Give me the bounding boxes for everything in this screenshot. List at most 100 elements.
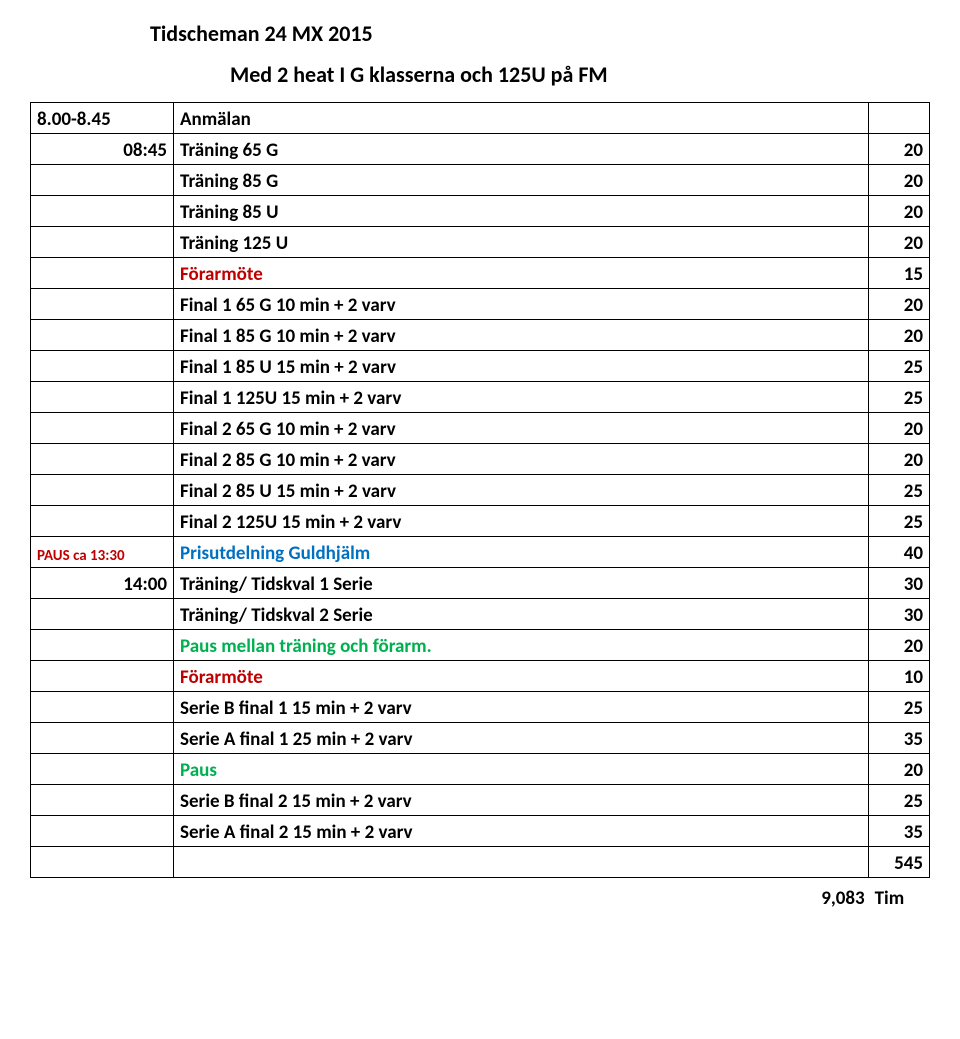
col-event: Träning 65 G <box>174 134 869 165</box>
col-duration: 25 <box>868 692 929 723</box>
col-event: Serie B final 1 15 min + 2 varv <box>174 692 869 723</box>
col-duration: 20 <box>868 227 929 258</box>
col-time <box>31 723 174 754</box>
col-event: Final 1 65 G 10 min + 2 varv <box>174 289 869 320</box>
col-time <box>31 196 174 227</box>
col-event: Final 2 125U 15 min + 2 varv <box>174 506 869 537</box>
col-time <box>31 692 174 723</box>
col-time <box>31 754 174 785</box>
col-time <box>31 475 174 506</box>
table-row: Träning/ Tidskval 2 Serie30 <box>31 599 930 630</box>
table-row: Träning 125 U20 <box>31 227 930 258</box>
col-duration <box>868 103 929 134</box>
table-row: Träning 85 U20 <box>31 196 930 227</box>
col-event: Final 1 125U 15 min + 2 varv <box>174 382 869 413</box>
col-duration: 30 <box>868 599 929 630</box>
table-row: Paus20 <box>31 754 930 785</box>
tim-value: 9,083 <box>173 878 868 912</box>
table-row: Serie B final 2 15 min + 2 varv25 <box>31 785 930 816</box>
table-row: Final 2 65 G 10 min + 2 varv20 <box>31 413 930 444</box>
col-event <box>174 847 869 878</box>
table-row: Final 1 85 G 10 min + 2 varv20 <box>31 320 930 351</box>
col-event: Träning 85 G <box>174 165 869 196</box>
col-duration: 25 <box>868 785 929 816</box>
tim-row: 9,083 Tim <box>30 878 930 912</box>
col-event: Paus mellan träning och förarm. <box>174 630 869 661</box>
col-duration: 40 <box>868 537 929 568</box>
table-row: Final 1 125U 15 min + 2 varv25 <box>31 382 930 413</box>
col-event: Serie B final 2 15 min + 2 varv <box>174 785 869 816</box>
doc-title-1: Tidscheman 24 MX 2015 <box>150 20 930 47</box>
schedule-table: 8.00-8.45Anmälan08:45Träning 65 G20Träni… <box>30 102 930 878</box>
col-event: Träning 85 U <box>174 196 869 227</box>
col-time: 8.00-8.45 <box>31 103 174 134</box>
col-time <box>31 444 174 475</box>
table-row: Serie B final 1 15 min + 2 varv25 <box>31 692 930 723</box>
col-duration: 25 <box>868 506 929 537</box>
col-time <box>31 847 174 878</box>
col-time: 08:45 <box>31 134 174 165</box>
col-duration: 35 <box>868 723 929 754</box>
col-time <box>31 816 174 847</box>
table-row: Final 1 65 G 10 min + 2 varv20 <box>31 289 930 320</box>
table-row: Förarmöte15 <box>31 258 930 289</box>
tim-spacer-1 <box>30 878 173 912</box>
col-time <box>31 165 174 196</box>
col-time <box>31 382 174 413</box>
col-time <box>31 289 174 320</box>
col-time <box>31 258 174 289</box>
col-event: Träning/ Tidskval 1 Serie <box>174 568 869 599</box>
col-duration: 20 <box>868 320 929 351</box>
col-duration: 30 <box>868 568 929 599</box>
table-row: Träning 85 G20 <box>31 165 930 196</box>
col-duration: 20 <box>868 444 929 475</box>
col-time <box>31 227 174 258</box>
col-event: Final 2 85 G 10 min + 2 varv <box>174 444 869 475</box>
col-duration: 25 <box>868 382 929 413</box>
table-row: 8.00-8.45Anmälan <box>31 103 930 134</box>
col-duration: 10 <box>868 661 929 692</box>
col-event: Final 2 85 U 15 min + 2 varv <box>174 475 869 506</box>
col-event: Träning/ Tidskval 2 Serie <box>174 599 869 630</box>
col-event: Prisutdelning Guldhjälm <box>174 537 869 568</box>
col-duration: 25 <box>868 351 929 382</box>
col-time <box>31 630 174 661</box>
col-time <box>31 320 174 351</box>
table-row: Serie A final 1 25 min + 2 varv35 <box>31 723 930 754</box>
col-event: Serie A final 1 25 min + 2 varv <box>174 723 869 754</box>
table-row: Final 1 85 U 15 min + 2 varv25 <box>31 351 930 382</box>
col-duration: 35 <box>868 816 929 847</box>
tim-label: Tim <box>869 878 930 912</box>
col-duration: 20 <box>868 754 929 785</box>
col-duration: 25 <box>868 475 929 506</box>
col-time: 14:00 <box>31 568 174 599</box>
col-event: Träning 125 U <box>174 227 869 258</box>
col-duration: 20 <box>868 196 929 227</box>
col-event: Förarmöte <box>174 661 869 692</box>
table-row: 545 <box>31 847 930 878</box>
table-row: Final 2 125U 15 min + 2 varv25 <box>31 506 930 537</box>
table-row: Final 2 85 G 10 min + 2 varv20 <box>31 444 930 475</box>
table-row: 14:00Träning/ Tidskval 1 Serie30 <box>31 568 930 599</box>
col-duration: 20 <box>868 289 929 320</box>
col-event: Serie A final 2 15 min + 2 varv <box>174 816 869 847</box>
col-event: Paus <box>174 754 869 785</box>
doc-title-2: Med 2 heat I G klasserna och 125U på FM <box>230 61 930 88</box>
col-duration: 20 <box>868 630 929 661</box>
col-duration: 545 <box>868 847 929 878</box>
col-time <box>31 661 174 692</box>
table-row: Serie A final 2 15 min + 2 varv35 <box>31 816 930 847</box>
col-event: Final 2 65 G 10 min + 2 varv <box>174 413 869 444</box>
col-time <box>31 785 174 816</box>
col-duration: 15 <box>868 258 929 289</box>
col-time <box>31 599 174 630</box>
table-row: Paus mellan träning och förarm.20 <box>31 630 930 661</box>
table-row: Förarmöte10 <box>31 661 930 692</box>
col-duration: 20 <box>868 165 929 196</box>
col-time <box>31 413 174 444</box>
col-event: Final 1 85 G 10 min + 2 varv <box>174 320 869 351</box>
col-time <box>31 506 174 537</box>
table-row: PAUS ca 13:30Prisutdelning Guldhjälm40 <box>31 537 930 568</box>
table-row: 08:45Träning 65 G20 <box>31 134 930 165</box>
col-event: Final 1 85 U 15 min + 2 varv <box>174 351 869 382</box>
